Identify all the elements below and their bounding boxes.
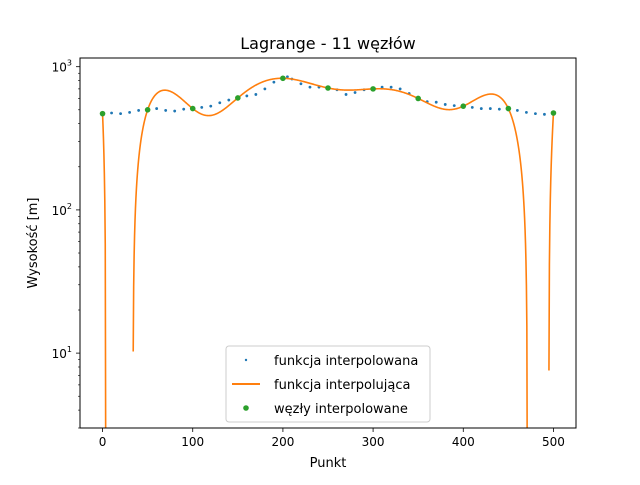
x-axis-label: Punkt — [310, 456, 347, 471]
chart-title: Lagrange - 11 węzłów — [240, 34, 416, 53]
x-tick-label: 200 — [271, 435, 294, 449]
profile-point — [398, 87, 402, 91]
profile-point — [164, 109, 168, 112]
profile-point — [380, 85, 384, 89]
legend-marker-wezly — [243, 405, 249, 411]
profile-point — [299, 82, 303, 86]
x-tick-label: 300 — [362, 435, 385, 449]
profile-point — [470, 105, 474, 109]
node-marker — [325, 85, 331, 91]
legend-label-interpolujaca: funkcja interpolująca — [274, 378, 410, 393]
profile-point — [389, 85, 393, 89]
profile-point — [128, 110, 132, 114]
profile-point — [434, 100, 438, 104]
profile-point — [137, 109, 141, 112]
profile-point — [263, 87, 267, 91]
profile-point — [286, 75, 289, 79]
profile-point — [543, 112, 546, 116]
profile-point — [308, 85, 312, 89]
node-marker — [370, 86, 376, 92]
series-layer — [99, 75, 557, 428]
profile-point — [200, 105, 204, 109]
profile-point — [344, 93, 348, 96]
node-marker — [235, 95, 241, 101]
profile-point — [209, 104, 213, 108]
profile-point — [497, 107, 501, 111]
ticks-layer: 0 100 200 300 400 500 101 102 103 — [52, 59, 565, 449]
profile-point — [443, 103, 447, 106]
profile-point — [515, 109, 519, 112]
profile-point — [452, 104, 456, 107]
profile-point — [110, 111, 113, 115]
profile-point — [534, 112, 537, 116]
legend-label-interpolowana: funkcja interpolowana — [274, 354, 418, 369]
profile-point — [272, 80, 276, 84]
x-tick-label: 100 — [181, 435, 204, 449]
y-tick-label: 103 — [52, 59, 72, 75]
profile-point — [218, 101, 222, 105]
profile-point — [182, 107, 186, 111]
legend: funkcja interpolowana funkcja interpoluj… — [225, 345, 431, 423]
node-marker — [460, 103, 467, 109]
node-marker — [280, 75, 286, 82]
profile-point — [488, 107, 492, 110]
profile-point — [254, 93, 258, 96]
node-marker — [505, 105, 512, 112]
profile-point — [525, 110, 528, 114]
profile-point — [173, 109, 177, 113]
profile-point — [119, 112, 122, 116]
node-marker — [144, 107, 151, 113]
y-axis-label: Wysokość [m] — [26, 198, 41, 289]
x-tick-label: 500 — [542, 435, 565, 449]
node-marker — [415, 95, 421, 102]
x-tick-label: 400 — [452, 435, 475, 449]
profile-point — [479, 107, 483, 110]
plot-frame — [79, 57, 577, 429]
node-marker — [99, 110, 106, 117]
profile-point — [353, 91, 357, 94]
y-tick-label: 102 — [52, 202, 72, 218]
profile-point — [227, 98, 231, 102]
legend-marker-interpolowana — [244, 358, 248, 362]
profile-point — [245, 94, 249, 98]
node-marker — [550, 110, 557, 116]
legend-box — [225, 345, 431, 423]
node-marker — [189, 105, 196, 112]
profile-point — [155, 107, 159, 110]
legend-label-wezly: węzły interpolowane — [274, 402, 408, 417]
x-tick-label: 0 — [99, 435, 107, 449]
y-tick-label: 101 — [52, 345, 72, 361]
